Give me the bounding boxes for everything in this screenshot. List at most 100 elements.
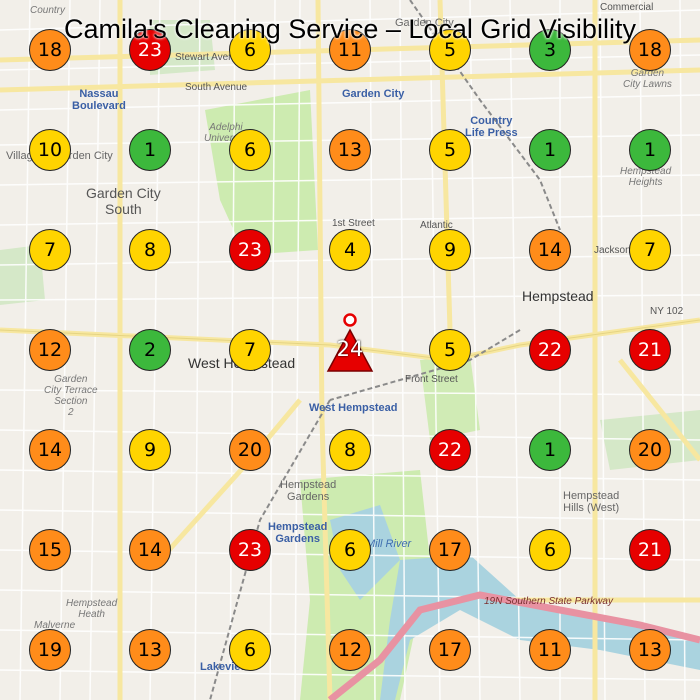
grid-rank-marker[interactable]: 6 <box>529 529 571 571</box>
grid-rank-marker[interactable]: 7 <box>629 229 671 271</box>
grid-rank-value: 12 <box>337 639 363 661</box>
grid-rank-value: 14 <box>37 439 63 461</box>
grid-rank-marker[interactable]: 5 <box>429 129 471 171</box>
grid-rank-value: 20 <box>637 439 663 461</box>
grid-rank-marker[interactable]: 23 <box>129 29 171 71</box>
grid-rank-value: 19 <box>37 639 63 661</box>
grid-rank-marker[interactable]: 23 <box>229 229 271 271</box>
grid-rank-value: 5 <box>443 39 457 61</box>
grid-rank-value: 23 <box>237 239 263 261</box>
grid-rank-marker[interactable]: 21 <box>629 529 671 571</box>
grid-rank-value: 6 <box>243 139 257 161</box>
grid-rank-value: 7 <box>243 339 257 361</box>
grid-rank-marker[interactable]: 17 <box>429 629 471 671</box>
grid-rank-value: 9 <box>143 439 157 461</box>
grid-rank-value: 1 <box>143 139 157 161</box>
grid-rank-value: 8 <box>343 439 357 461</box>
grid-rank-marker[interactable]: 6 <box>229 629 271 671</box>
grid-rank-value: 1 <box>643 139 657 161</box>
grid-rank-marker[interactable]: 23 <box>229 529 271 571</box>
grid-rank-marker[interactable]: 4 <box>329 229 371 271</box>
grid-rank-marker[interactable]: 6 <box>329 529 371 571</box>
grid-rank-marker[interactable]: 6 <box>229 29 271 71</box>
water-body <box>380 555 700 700</box>
grid-rank-value: 4 <box>343 239 357 261</box>
grid-rank-marker[interactable]: 19 <box>29 629 71 671</box>
grid-rank-marker[interactable]: 2 <box>129 329 171 371</box>
grid-rank-marker[interactable]: 18 <box>629 29 671 71</box>
grid-rank-value: 14 <box>537 239 563 261</box>
grid-rank-value: 14 <box>137 539 163 561</box>
grid-rank-marker[interactable]: 9 <box>429 229 471 271</box>
grid-rank-value: 6 <box>243 639 257 661</box>
grid-rank-value: 17 <box>437 539 463 561</box>
grid-rank-marker[interactable]: 5 <box>429 329 471 371</box>
grid-rank-marker[interactable]: 5 <box>429 29 471 71</box>
grid-rank-value: 17 <box>437 639 463 661</box>
grid-rank-marker[interactable]: 14 <box>529 229 571 271</box>
grid-rank-value: 13 <box>337 139 363 161</box>
grid-rank-value: 18 <box>37 39 63 61</box>
grid-rank-marker[interactable]: 10 <box>29 129 71 171</box>
grid-rank-value: 7 <box>643 239 657 261</box>
grid-rank-value: 22 <box>537 339 563 361</box>
grid-rank-marker[interactable]: 12 <box>329 629 371 671</box>
grid-rank-value: 1 <box>543 439 557 461</box>
grid-rank-marker[interactable]: 15 <box>29 529 71 571</box>
grid-rank-value: 3 <box>543 39 557 61</box>
grid-rank-value: 7 <box>43 239 57 261</box>
grid-rank-marker[interactable]: 13 <box>329 129 371 171</box>
grid-rank-marker[interactable]: 14 <box>129 529 171 571</box>
grid-rank-value: 8 <box>143 239 157 261</box>
grid-rank-value: 6 <box>343 539 357 561</box>
grid-rank-marker[interactable]: 21 <box>629 329 671 371</box>
grid-rank-value: 22 <box>437 439 463 461</box>
grid-rank-marker[interactable]: 13 <box>129 629 171 671</box>
grid-rank-marker[interactable]: 7 <box>229 329 271 371</box>
map-title: Camila's Cleaning Service – Local Grid V… <box>64 14 636 44</box>
grid-rank-marker[interactable]: 1 <box>629 129 671 171</box>
grid-rank-value: 11 <box>337 39 363 61</box>
grid-rank-marker[interactable]: 12 <box>29 329 71 371</box>
grid-rank-marker[interactable]: 13 <box>629 629 671 671</box>
grid-rank-marker[interactable]: 7 <box>29 229 71 271</box>
grid-rank-value: 10 <box>37 139 63 161</box>
grid-rank-marker[interactable]: 20 <box>229 429 271 471</box>
grid-rank-marker[interactable]: 18 <box>29 29 71 71</box>
grid-rank-value: 15 <box>37 539 63 561</box>
grid-rank-marker[interactable]: 3 <box>529 29 571 71</box>
grid-rank-value: 23 <box>137 39 163 61</box>
grid-rank-marker[interactable]: 11 <box>329 29 371 71</box>
grid-rank-value: 6 <box>243 39 257 61</box>
grid-rank-marker[interactable]: 11 <box>529 629 571 671</box>
grid-rank-marker[interactable]: 6 <box>229 129 271 171</box>
grid-rank-marker[interactable]: 14 <box>29 429 71 471</box>
grid-rank-value: 9 <box>443 239 457 261</box>
business-rank-label: 24 <box>336 337 364 361</box>
grid-rank-value: 5 <box>443 139 457 161</box>
grid-rank-value: 6 <box>543 539 557 561</box>
grid-rank-value: 12 <box>37 339 63 361</box>
grid-rank-value: 2 <box>143 339 157 361</box>
grid-rank-value: 23 <box>237 539 263 561</box>
grid-rank-marker[interactable]: 8 <box>329 429 371 471</box>
grid-rank-value: 13 <box>637 639 663 661</box>
grid-rank-value: 21 <box>637 339 663 361</box>
grid-rank-value: 11 <box>537 639 563 661</box>
grid-rank-marker[interactable]: 20 <box>629 429 671 471</box>
grid-rank-marker[interactable]: 9 <box>129 429 171 471</box>
grid-rank-value: 5 <box>443 339 457 361</box>
grid-rank-value: 13 <box>137 639 163 661</box>
grid-rank-marker[interactable]: 1 <box>529 129 571 171</box>
grid-rank-marker[interactable]: 17 <box>429 529 471 571</box>
grid-rank-marker[interactable]: 22 <box>529 329 571 371</box>
grid-rank-value: 1 <box>543 139 557 161</box>
grid-rank-marker[interactable]: 22 <box>429 429 471 471</box>
grid-rank-marker[interactable]: 8 <box>129 229 171 271</box>
grid-rank-value: 20 <box>237 439 263 461</box>
grid-rank-value: 21 <box>637 539 663 561</box>
grid-rank-marker[interactable]: 1 <box>529 429 571 471</box>
grid-rank-marker[interactable]: 1 <box>129 129 171 171</box>
